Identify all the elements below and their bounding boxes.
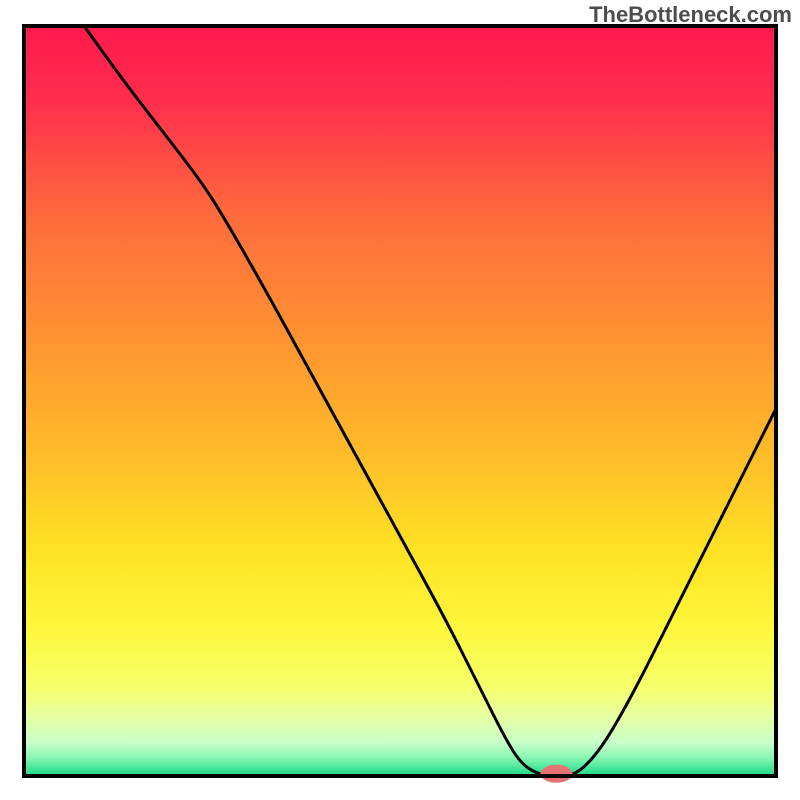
plot-background xyxy=(24,26,776,776)
optimum-marker xyxy=(540,765,572,783)
bottleneck-chart: TheBottleneck.com xyxy=(0,0,800,800)
chart-svg xyxy=(0,0,800,800)
